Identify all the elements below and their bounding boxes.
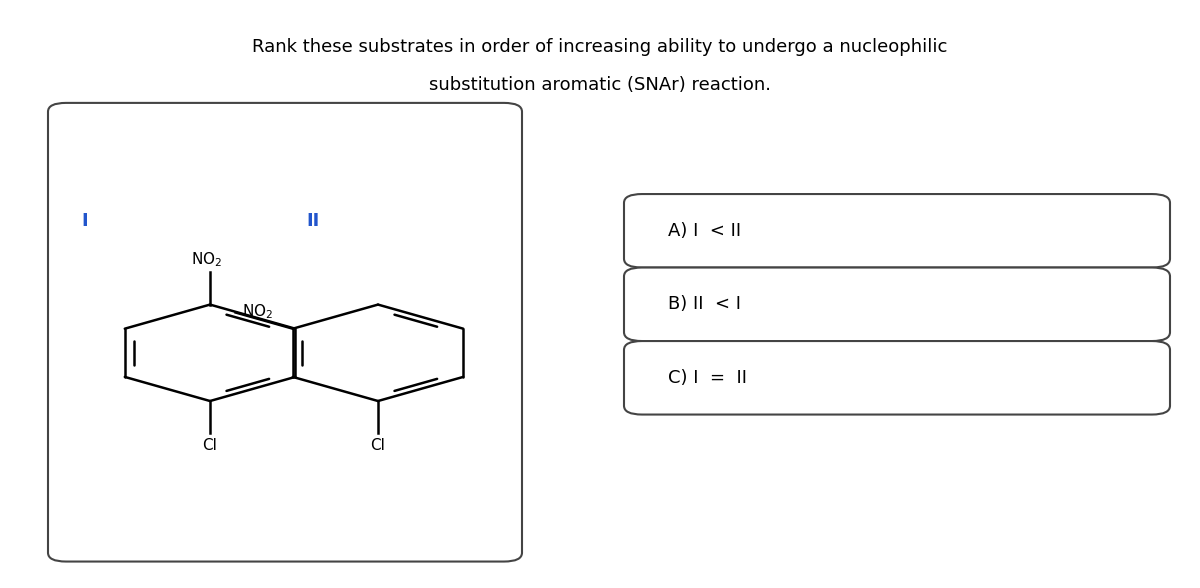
FancyBboxPatch shape [48,103,522,562]
Text: C) I  =  II: C) I = II [668,369,748,387]
Text: Rank these substrates in order of increasing ability to undergo a nucleophilic: Rank these substrates in order of increa… [252,38,948,56]
Text: substitution aromatic (SNAr) reaction.: substitution aromatic (SNAr) reaction. [430,76,772,94]
Text: NO$_2$: NO$_2$ [191,250,222,269]
Text: B) II  < I: B) II < I [668,295,742,313]
Text: NO$_2$: NO$_2$ [241,302,272,320]
Text: Cl: Cl [371,438,385,453]
Text: II: II [306,212,319,230]
FancyBboxPatch shape [624,268,1170,341]
FancyBboxPatch shape [624,194,1170,268]
FancyBboxPatch shape [624,341,1170,415]
Text: A) I  < II: A) I < II [668,222,742,240]
Text: Cl: Cl [203,438,217,453]
Text: I: I [82,212,89,230]
